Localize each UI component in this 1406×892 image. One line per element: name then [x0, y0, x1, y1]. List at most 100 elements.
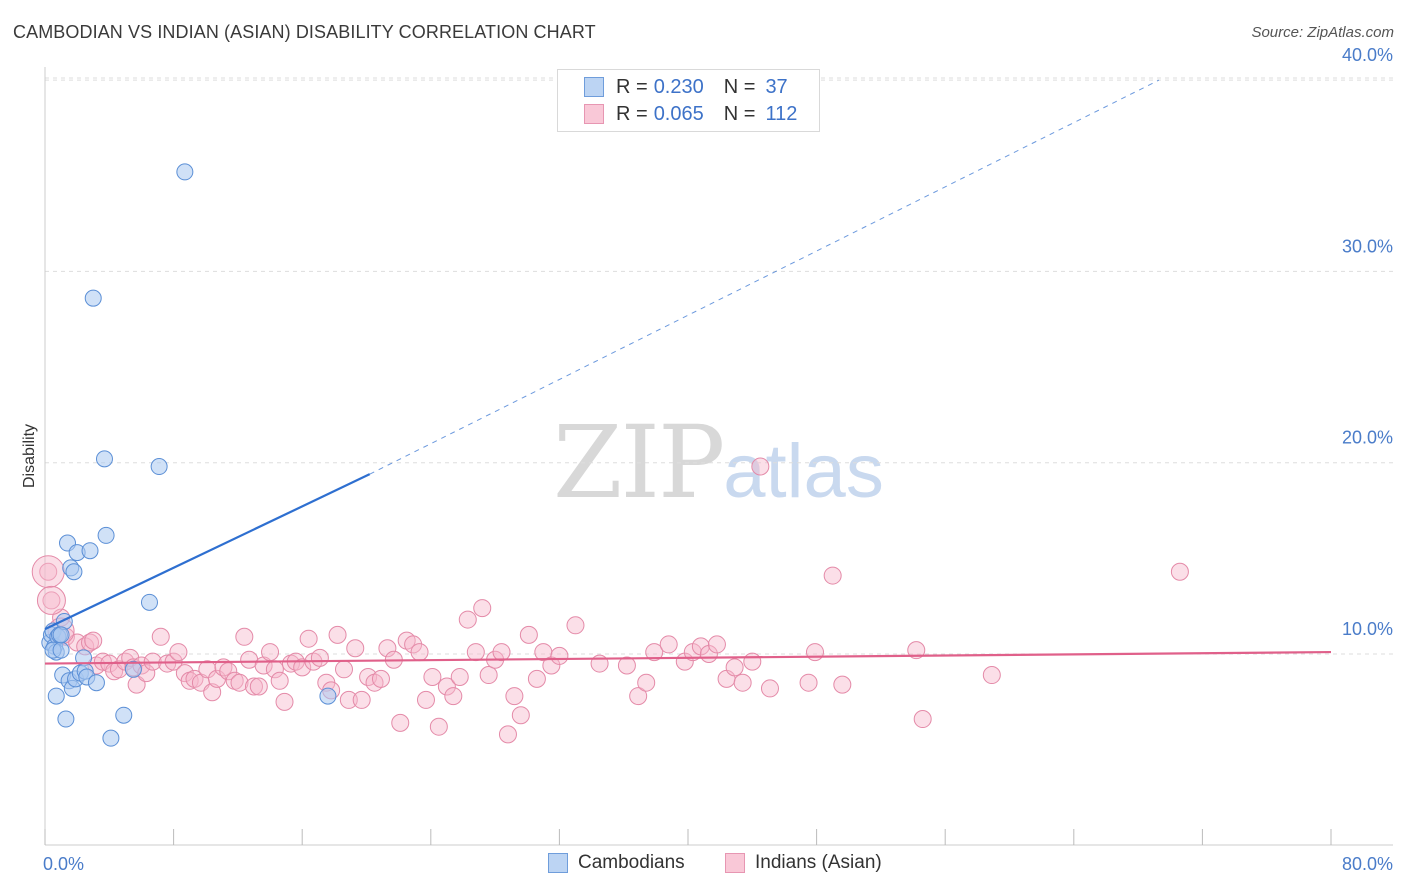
x-tick-label: 80.0% — [1342, 854, 1393, 874]
indian-point — [84, 631, 103, 650]
n-label: N = — [723, 102, 756, 125]
indian-point — [492, 643, 511, 662]
indian-point — [479, 666, 498, 685]
tick-labels: 10.0% 20.0% 30.0% 40.0% 0.0% 80.0% — [43, 45, 1393, 874]
indian-swatch — [584, 104, 604, 124]
indian-point — [42, 591, 61, 610]
indian-point — [416, 690, 435, 709]
indian-point — [505, 687, 524, 706]
cambodian-point — [81, 542, 99, 560]
indian-point — [391, 713, 410, 732]
indian-point — [36, 585, 66, 615]
indian-point — [725, 658, 744, 677]
stats-legend: R = 0.230 N = 37 R = 0.065 N = 112 — [557, 69, 820, 132]
legend-cambodians-label: Cambodians — [578, 852, 685, 873]
indian-point — [270, 671, 289, 690]
cambodian-trend-line — [44, 473, 371, 631]
cambodian-point — [57, 710, 75, 728]
y-tick-label: 30.0% — [1342, 236, 1393, 256]
indian-points — [31, 457, 1189, 744]
cambodian-point — [47, 687, 65, 705]
indian-point — [907, 641, 926, 660]
indian-point — [39, 562, 58, 581]
indian-point — [249, 677, 268, 696]
indian-point — [429, 717, 448, 736]
legend-indians: Indians (Asian) — [725, 852, 882, 874]
indian-point — [659, 635, 678, 654]
indian-point — [235, 627, 254, 646]
indian-point — [645, 643, 664, 662]
cambodian-point — [87, 674, 105, 692]
cambodian-point — [84, 289, 102, 307]
indian-point — [244, 677, 263, 696]
r-value: 0.230 — [653, 75, 704, 98]
indian-point — [805, 643, 824, 662]
indian-point — [81, 633, 100, 652]
r-label: R = — [616, 75, 648, 98]
indian-point — [458, 610, 477, 629]
cambodian-point — [65, 563, 83, 581]
indian-point — [339, 690, 358, 709]
indian-point — [473, 599, 492, 618]
cambodian-point — [150, 458, 168, 476]
watermark-atlas: atlas — [723, 429, 884, 514]
indian-point — [823, 566, 842, 585]
indian-point — [198, 660, 217, 679]
indian-point — [404, 635, 423, 654]
indian-point — [519, 625, 538, 644]
indian-point — [275, 692, 294, 711]
cambodian-point — [176, 163, 194, 181]
y-tick-label: 40.0% — [1342, 45, 1393, 65]
y-tick-label: 10.0% — [1342, 619, 1393, 639]
cambodian-point — [140, 593, 158, 611]
indian-point — [637, 673, 656, 692]
cambodian-point — [115, 706, 133, 724]
trend-lines — [44, 473, 1332, 665]
indian-point — [310, 648, 329, 667]
indian-point — [833, 675, 852, 694]
indian-trend-line — [44, 650, 1332, 665]
indian-point — [299, 629, 318, 648]
n-label: N = — [723, 75, 756, 98]
cambodian-trend-extension — [369, 79, 1160, 475]
indian-point — [444, 687, 463, 706]
indian-point — [334, 660, 353, 679]
indian-point — [733, 673, 752, 692]
indian-swatch — [725, 853, 745, 873]
indian-point — [371, 669, 390, 688]
source-label: Source: ZipAtlas.com — [1251, 24, 1394, 41]
indian-point — [629, 687, 648, 706]
cambodian-point — [97, 526, 115, 544]
n-value: 37 — [765, 75, 788, 98]
indian-point — [751, 457, 770, 476]
cambodian-swatch — [584, 77, 604, 97]
indian-point — [230, 673, 249, 692]
indian-point — [31, 555, 65, 589]
cambodian-point — [52, 641, 70, 659]
indian-point — [743, 652, 762, 671]
indian-point — [378, 639, 397, 658]
indian-point — [466, 643, 485, 662]
y-axis-label: Disability — [21, 424, 38, 488]
cambodian-point — [124, 660, 142, 678]
indian-point — [566, 616, 585, 635]
indian-point — [410, 643, 429, 662]
chart-title: CAMBODIAN VS INDIAN (ASIAN) DISABILITY C… — [13, 22, 596, 42]
indian-point — [328, 625, 347, 644]
indian-point — [527, 669, 546, 688]
indian-point — [982, 666, 1001, 685]
indian-point — [437, 677, 456, 696]
indian-point — [203, 683, 222, 702]
indian-point — [617, 656, 636, 675]
indian-point — [261, 643, 280, 662]
legend-indians-label: Indians (Asian) — [755, 852, 882, 873]
cambodian-trend-dashed — [369, 79, 1160, 475]
indian-point — [550, 646, 569, 665]
legend-cambodians: Cambodians — [548, 852, 685, 874]
n-value: 112 — [765, 102, 798, 125]
cambodian-points — [41, 163, 337, 747]
indian-point — [169, 643, 188, 662]
indian-point — [293, 658, 312, 677]
grid-lines — [45, 77, 1393, 655]
indian-point — [707, 635, 726, 654]
